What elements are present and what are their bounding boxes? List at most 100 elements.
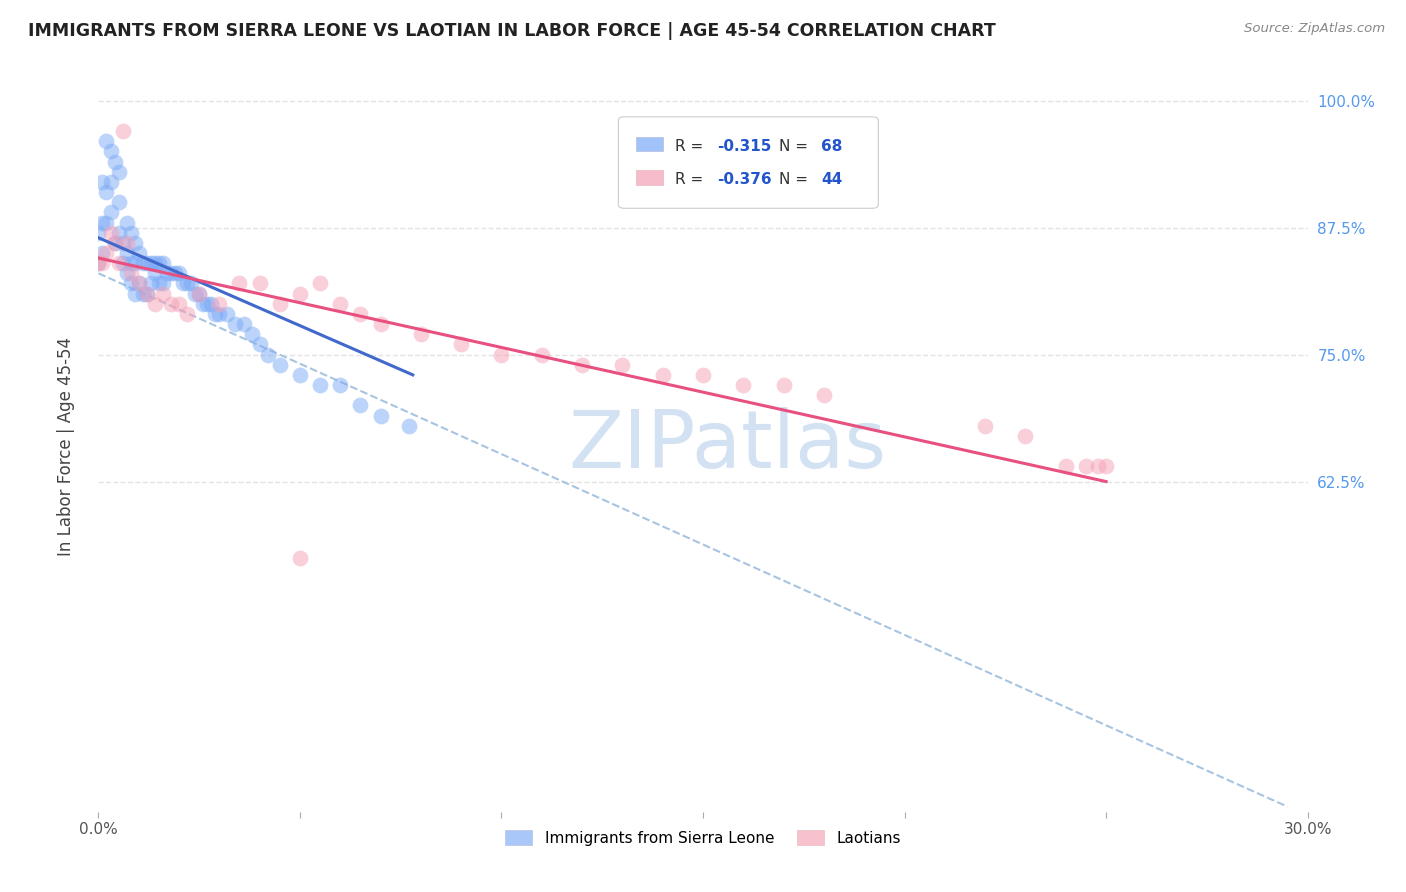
Point bbox=[176, 277, 198, 291]
Point bbox=[115, 215, 138, 229]
Point bbox=[143, 256, 166, 270]
Text: 68: 68 bbox=[821, 139, 842, 153]
Point bbox=[208, 297, 231, 311]
Text: 44: 44 bbox=[821, 171, 842, 186]
Bar bbox=[637, 136, 664, 152]
Point bbox=[103, 235, 125, 250]
Point bbox=[152, 277, 174, 291]
Point bbox=[813, 388, 835, 402]
Point bbox=[100, 205, 122, 219]
Y-axis label: In Labor Force | Age 45-54: In Labor Force | Age 45-54 bbox=[56, 336, 75, 556]
Point bbox=[115, 266, 138, 280]
Legend: Immigrants from Sierra Leone, Laotians: Immigrants from Sierra Leone, Laotians bbox=[499, 823, 907, 852]
Point bbox=[124, 286, 146, 301]
Point bbox=[193, 297, 215, 311]
Point bbox=[733, 378, 755, 392]
Text: -0.315: -0.315 bbox=[717, 139, 772, 153]
Point bbox=[224, 317, 246, 331]
Point bbox=[409, 327, 432, 342]
Point bbox=[651, 368, 673, 382]
Point bbox=[120, 226, 142, 240]
Point bbox=[111, 256, 134, 270]
Point bbox=[103, 235, 125, 250]
Bar bbox=[637, 170, 664, 185]
Point bbox=[1014, 429, 1036, 443]
Point bbox=[329, 378, 352, 392]
Point bbox=[132, 286, 155, 301]
Point bbox=[103, 154, 125, 169]
Point bbox=[156, 266, 179, 280]
Point bbox=[96, 215, 118, 229]
Point bbox=[176, 307, 198, 321]
Text: IMMIGRANTS FROM SIERRA LEONE VS LAOTIAN IN LABOR FORCE | AGE 45-54 CORRELATION C: IMMIGRANTS FROM SIERRA LEONE VS LAOTIAN … bbox=[28, 22, 995, 40]
Text: -0.376: -0.376 bbox=[717, 171, 772, 186]
Point bbox=[772, 378, 794, 392]
Point bbox=[1074, 459, 1097, 474]
Point bbox=[148, 256, 170, 270]
Point bbox=[120, 256, 142, 270]
Point bbox=[217, 307, 239, 321]
Point bbox=[309, 277, 332, 291]
Point bbox=[128, 277, 150, 291]
Point bbox=[120, 266, 142, 280]
Point bbox=[288, 286, 311, 301]
Point bbox=[228, 277, 250, 291]
Point bbox=[167, 266, 190, 280]
Point bbox=[1054, 459, 1077, 474]
Text: ZIPatlas: ZIPatlas bbox=[568, 407, 886, 485]
Point bbox=[115, 246, 138, 260]
Text: Source: ZipAtlas.com: Source: ZipAtlas.com bbox=[1244, 22, 1385, 36]
Point bbox=[111, 124, 134, 138]
Point bbox=[200, 297, 222, 311]
Point bbox=[188, 286, 211, 301]
Point bbox=[100, 175, 122, 189]
Point bbox=[172, 277, 194, 291]
Point bbox=[96, 185, 118, 199]
Point bbox=[612, 358, 634, 372]
Point bbox=[111, 235, 134, 250]
Point bbox=[87, 256, 110, 270]
Point bbox=[100, 226, 122, 240]
Point bbox=[139, 277, 162, 291]
Point bbox=[329, 297, 352, 311]
Point bbox=[1087, 459, 1109, 474]
Point bbox=[249, 337, 271, 351]
Point bbox=[87, 226, 110, 240]
Point bbox=[143, 297, 166, 311]
Point bbox=[135, 286, 157, 301]
Point bbox=[148, 277, 170, 291]
Point bbox=[107, 195, 129, 210]
Point bbox=[1095, 459, 1118, 474]
Point bbox=[87, 256, 110, 270]
Point bbox=[132, 256, 155, 270]
Point bbox=[571, 358, 593, 372]
Point bbox=[124, 235, 146, 250]
Text: N =: N = bbox=[779, 171, 813, 186]
Point bbox=[398, 418, 420, 433]
Point bbox=[204, 307, 226, 321]
Point bbox=[208, 307, 231, 321]
Point bbox=[91, 256, 114, 270]
Point bbox=[96, 134, 118, 148]
Text: R =: R = bbox=[675, 171, 709, 186]
Point bbox=[143, 266, 166, 280]
Point bbox=[96, 246, 118, 260]
Point bbox=[692, 368, 714, 382]
Point bbox=[184, 286, 207, 301]
Point bbox=[370, 409, 392, 423]
Point bbox=[309, 378, 332, 392]
Point bbox=[167, 297, 190, 311]
Point bbox=[100, 145, 122, 159]
Point bbox=[349, 307, 371, 321]
Point bbox=[91, 215, 114, 229]
Point bbox=[288, 368, 311, 382]
Point bbox=[188, 286, 211, 301]
Point bbox=[249, 277, 271, 291]
Point bbox=[152, 286, 174, 301]
Point bbox=[160, 266, 183, 280]
Point bbox=[530, 347, 553, 362]
FancyBboxPatch shape bbox=[619, 117, 879, 209]
Point bbox=[128, 277, 150, 291]
Point bbox=[120, 277, 142, 291]
Point bbox=[370, 317, 392, 331]
